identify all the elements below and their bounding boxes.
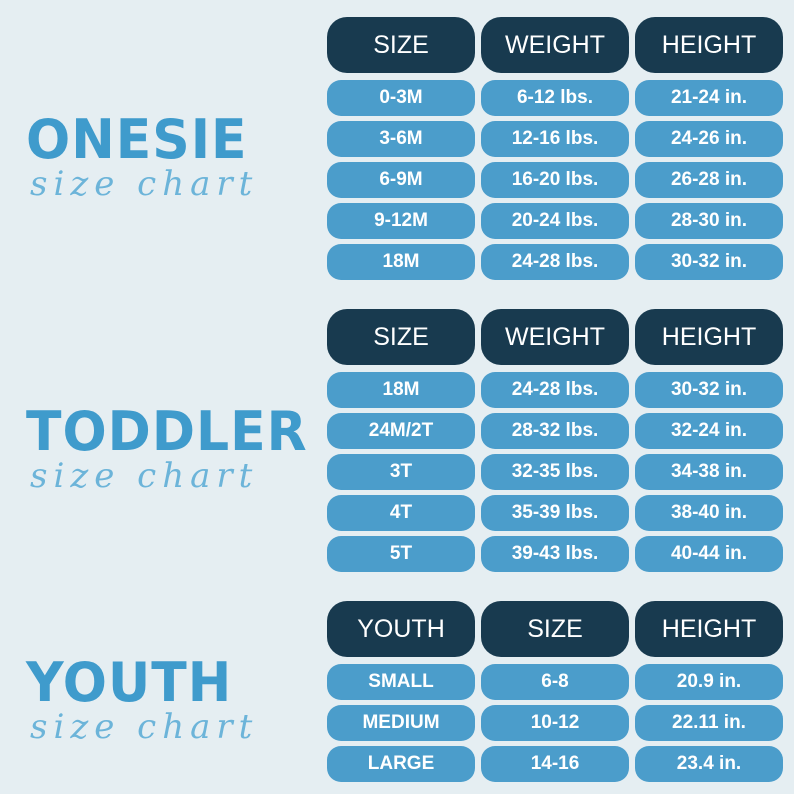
header-cell: HEIGHT	[635, 601, 783, 657]
table-cell: 18M	[327, 244, 475, 280]
table-cell: 28-30 in.	[635, 203, 783, 239]
table-cell: 40-44 in.	[635, 536, 783, 572]
table-cell: 0-3M	[327, 80, 475, 116]
section-title: ONESIE	[26, 108, 248, 171]
table-cell: 30-32 in.	[635, 372, 783, 408]
table-cell: 9-12M	[327, 203, 475, 239]
table-cell: 23.4 in.	[635, 746, 783, 782]
header-cell: SIZE	[481, 601, 629, 657]
header-cell: HEIGHT	[635, 309, 783, 365]
table-cell: 24-28 lbs.	[481, 372, 629, 408]
table-cell: 6-9M	[327, 162, 475, 198]
table-cell: 20-24 lbs.	[481, 203, 629, 239]
table-cell: 21-24 in.	[635, 80, 783, 116]
table-cell: 22.11 in.	[635, 705, 783, 741]
table-cell: 14-16	[481, 746, 629, 782]
header-cell: SIZE	[327, 17, 475, 73]
section-title: TODDLER	[26, 400, 308, 463]
table-cell: 3-6M	[327, 121, 475, 157]
table-cell: 5T	[327, 536, 475, 572]
table-cell: 3T	[327, 454, 475, 490]
section-subtitle: size chart	[30, 455, 259, 496]
header-cell: HEIGHT	[635, 17, 783, 73]
table-cell: 4T	[327, 495, 475, 531]
table-cell: 16-20 lbs.	[481, 162, 629, 198]
table-cell: 39-43 lbs.	[481, 536, 629, 572]
table-cell: SMALL	[327, 664, 475, 700]
header-cell: WEIGHT	[481, 17, 629, 73]
table-cell: 18M	[327, 372, 475, 408]
table-cell: LARGE	[327, 746, 475, 782]
table-cell: 32-35 lbs.	[481, 454, 629, 490]
table-cell: 26-28 in.	[635, 162, 783, 198]
table-cell: 10-12	[481, 705, 629, 741]
table-cell: 6-12 lbs.	[481, 80, 629, 116]
header-cell: YOUTH	[327, 601, 475, 657]
table-cell: 35-39 lbs.	[481, 495, 629, 531]
table-cell: 32-24 in.	[635, 413, 783, 449]
table-cell: 24-28 lbs.	[481, 244, 629, 280]
table-cell: 24-26 in.	[635, 121, 783, 157]
section-subtitle: size chart	[30, 163, 259, 204]
section-subtitle: size chart	[30, 706, 259, 747]
table-cell: 24M/2T	[327, 413, 475, 449]
section-title: YOUTH	[26, 651, 233, 714]
table-cell: 6-8	[481, 664, 629, 700]
table-cell: 12-16 lbs.	[481, 121, 629, 157]
header-cell: WEIGHT	[481, 309, 629, 365]
header-cell: SIZE	[327, 309, 475, 365]
table-cell: 28-32 lbs.	[481, 413, 629, 449]
table-cell: 34-38 in.	[635, 454, 783, 490]
table-cell: MEDIUM	[327, 705, 475, 741]
table-cell: 20.9 in.	[635, 664, 783, 700]
table-cell: 38-40 in.	[635, 495, 783, 531]
table-cell: 30-32 in.	[635, 244, 783, 280]
